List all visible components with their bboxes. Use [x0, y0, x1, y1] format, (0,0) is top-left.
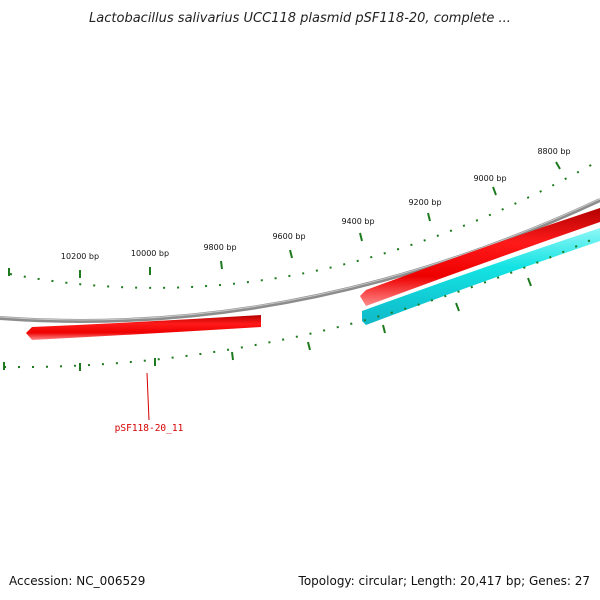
scale-label: 10200 bp: [61, 252, 99, 261]
scale-label: 9000 bp: [473, 174, 506, 183]
gene-label[interactable]: pSF118-20_11: [115, 423, 184, 434]
gene-label-leader: [146, 372, 150, 421]
plasmid-backbone-highlight: [0, 198, 600, 321]
forward-gene-arrow[interactable]: [360, 208, 600, 306]
topology-summary: Topology: circular; Length: 20,417 bp; G…: [298, 574, 590, 588]
scale-label: 9200 bp: [408, 198, 441, 207]
outer-scale-ticks: [9, 159, 600, 289]
inner-scale-major-ticks: [3, 277, 532, 371]
scale-label: 10000 bp: [131, 249, 169, 258]
forward-gene-arrow[interactable]: [26, 315, 261, 340]
reverse-gene-arrow[interactable]: [362, 228, 600, 325]
scale-label: 9600 bp: [272, 232, 305, 241]
scale-labels: 10200 bp 10000 bp 9800 bp 9600 bp 9400 b…: [61, 147, 571, 261]
accession-text: Accession: NC_006529: [9, 574, 146, 588]
map-title: Lactobacillus salivarius UCC118 plasmid …: [89, 11, 511, 26]
scale-label: 8800 bp: [537, 147, 570, 156]
plasmid-backbone: [0, 198, 600, 323]
scale-label: 9800 bp: [203, 243, 236, 252]
outer-scale-major-ticks: [8, 161, 561, 278]
scale-label: 9400 bp: [341, 217, 374, 226]
